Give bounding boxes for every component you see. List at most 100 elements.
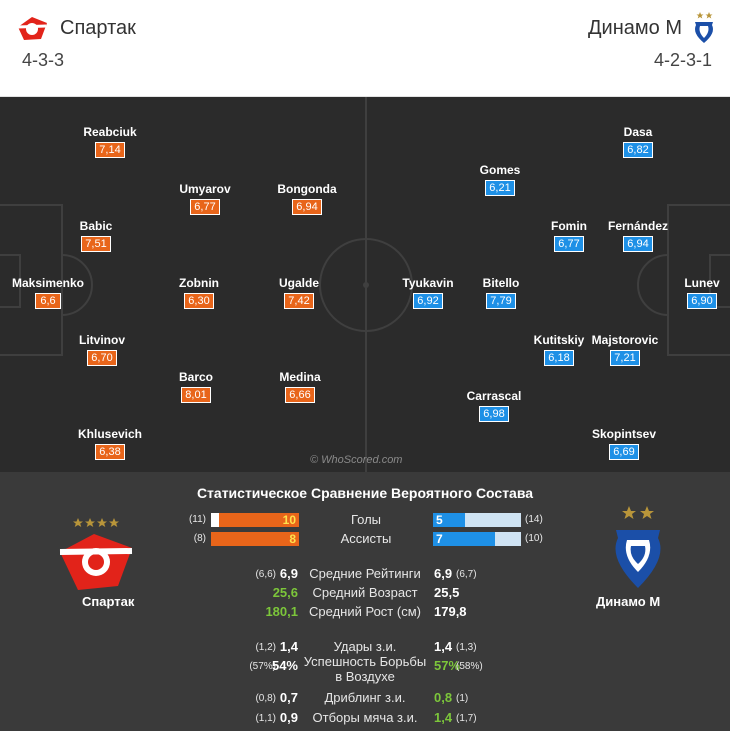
stats-away-team[interactable]: Динамо М (596, 594, 661, 609)
away-stat-previous: (1,7) (456, 713, 477, 724)
player-name[interactable]: Maksimenko (11, 276, 85, 290)
player-rating-badge: 7,79 (486, 293, 516, 309)
away-player[interactable]: Fomin 6,77 (524, 219, 614, 252)
away-player[interactable]: Bitello 7,79 (456, 276, 546, 309)
away-bar-value: 7 (436, 532, 443, 546)
spartak-logo-icon[interactable] (15, 13, 49, 43)
home-bar-fill (218, 513, 299, 527)
player-name[interactable]: Zobnin (179, 276, 219, 290)
away-player[interactable]: Carrascal 6,98 (449, 389, 539, 422)
player-name[interactable]: Bongonda (277, 182, 337, 196)
away-player[interactable]: Fernández 6,94 (593, 219, 683, 252)
home-stat-value: 0,9 (279, 710, 298, 725)
away-stat-value: 1,4 (434, 639, 453, 654)
home-player[interactable]: Litvinov 6,70 (57, 333, 147, 366)
stats-home-team[interactable]: Спартак (82, 594, 135, 609)
player-rating-badge: 6,94 (623, 236, 653, 252)
stat-row: (57%) 54% Успешность Борьбы в Воздухе 57% (5… (0, 654, 730, 684)
player-rating-badge: 6,70 (87, 350, 117, 366)
stat-label: Средние Рейтинги (309, 566, 421, 581)
home-player[interactable]: Bongonda 6,94 (262, 182, 352, 215)
home-previous-value: (11) (188, 514, 206, 525)
home-player[interactable]: Zobnin 6,30 (154, 276, 244, 309)
home-player[interactable]: Reabciuk 7,14 (65, 125, 155, 158)
home-bar-fill (211, 532, 299, 546)
pitch: Reabciuk 7,14 Umyarov 6,77 Bongonda 6,94 Babic… (0, 97, 730, 472)
watermark: © WhoScored.com (310, 454, 403, 466)
home-stat-previous: (0,8) (255, 693, 276, 704)
player-rating-badge: 6,6 (35, 293, 61, 309)
player-name[interactable]: Majstorovic (591, 333, 659, 347)
away-previous-value: (14) (525, 514, 543, 525)
player-name[interactable]: Khlusevich (77, 427, 143, 441)
player-name[interactable]: Kutitskiy (533, 333, 585, 347)
home-player[interactable]: Umyarov 6,77 (160, 182, 250, 215)
home-stat-value: 54% (271, 658, 298, 673)
home-player[interactable]: Khlusevich 6,38 (65, 427, 155, 460)
home-stat-value: 25,6 (272, 585, 298, 600)
player-name[interactable]: Tyukavin (402, 276, 454, 290)
home-player[interactable]: Medina 6,66 (255, 370, 345, 403)
player-name[interactable]: Bitello (482, 276, 520, 290)
away-player[interactable]: Kutitskiy 6,18 (514, 333, 604, 366)
player-name[interactable]: Litvinov (78, 333, 125, 347)
home-player[interactable]: Babic 7,51 (51, 219, 141, 252)
spartak-big-logo-icon[interactable] (56, 518, 136, 600)
away-player[interactable]: Lunev 6,90 (657, 276, 730, 309)
player-rating-badge: 8,01 (181, 387, 211, 403)
stat-label: Удары з.и. (333, 639, 397, 654)
player-name[interactable]: Skopintsev (591, 427, 657, 441)
player-name[interactable]: Gomes (479, 163, 521, 177)
dynamo-big-logo-icon[interactable] (608, 506, 668, 590)
away-stat-value: 0,8 (434, 690, 453, 705)
away-player[interactable]: Skopintsev 6,69 (579, 427, 669, 460)
away-player[interactable]: Gomes 6,21 (455, 163, 545, 196)
player-rating-badge: 6,90 (687, 293, 717, 309)
away-stat-previous: (58%) (456, 661, 483, 672)
player-name[interactable]: Lunev (684, 276, 720, 290)
stat-row: (0,8) 0,7 Дриблинг з.и. 0,8 (1) (0, 690, 730, 708)
player-rating-badge: 7,51 (81, 236, 111, 252)
player-rating-badge: 6,18 (544, 350, 574, 366)
player-name[interactable]: Carrascal (466, 389, 522, 403)
home-player[interactable]: Ugalde 7,42 (254, 276, 344, 309)
home-player[interactable]: Maksimenko 6,6 (3, 276, 93, 309)
player-name[interactable]: Umyarov (179, 182, 231, 196)
home-bar-value: 10 (282, 513, 296, 527)
player-rating-badge: 6,66 (285, 387, 315, 403)
away-team-name[interactable]: Динамо М (588, 17, 682, 39)
stat-label: Средний Возраст (312, 585, 418, 600)
bar-stat-label: Голы (350, 512, 382, 527)
home-team-name[interactable]: Спартак (60, 17, 136, 39)
player-rating-badge: 6,98 (479, 406, 509, 422)
away-bar: 7 (433, 532, 521, 546)
player-name[interactable]: Ugalde (278, 276, 319, 290)
player-name[interactable]: Reabciuk (83, 125, 137, 139)
player-name[interactable]: Fomin (551, 219, 587, 233)
home-bar: 10 (211, 513, 299, 527)
player-name[interactable]: Dasa (623, 125, 653, 139)
away-bar-fill (433, 532, 495, 546)
player-rating-badge: 7,42 (284, 293, 314, 309)
home-stat-value: 0,7 (279, 690, 298, 705)
player-name[interactable]: Fernández (607, 219, 668, 233)
away-player[interactable]: Dasa 6,82 (593, 125, 683, 158)
away-previous-value: (10) (525, 533, 543, 544)
dynamo-logo-icon[interactable] (690, 10, 718, 46)
away-bar-fill (433, 513, 465, 527)
bar-stat-row: (8) 8 Ассисты 7 (10) (0, 531, 730, 547)
stat-row: (6,6) 6,9 Средние Рейтинги 6,9 (6,7) (0, 566, 730, 584)
stat-label: Отборы мяча з.и. (312, 710, 418, 725)
stat-row: (1,2) 1,4 Удары з.и. 1,4 (1,3) (0, 639, 730, 657)
player-name[interactable]: Barco (178, 370, 213, 384)
away-player[interactable]: Majstorovic 7,21 (580, 333, 670, 366)
home-bar-value: 8 (289, 532, 296, 546)
home-player[interactable]: Barco 8,01 (151, 370, 241, 403)
away-stat-value: 57% (434, 658, 461, 673)
player-name[interactable]: Medina (279, 370, 321, 384)
away-stat-value: 1,4 (434, 710, 453, 725)
home-formation: 4-3-3 (22, 50, 65, 70)
home-stat-value: 6,9 (279, 566, 298, 581)
away-player[interactable]: Tyukavin 6,92 (383, 276, 473, 309)
player-name[interactable]: Babic (79, 219, 113, 233)
